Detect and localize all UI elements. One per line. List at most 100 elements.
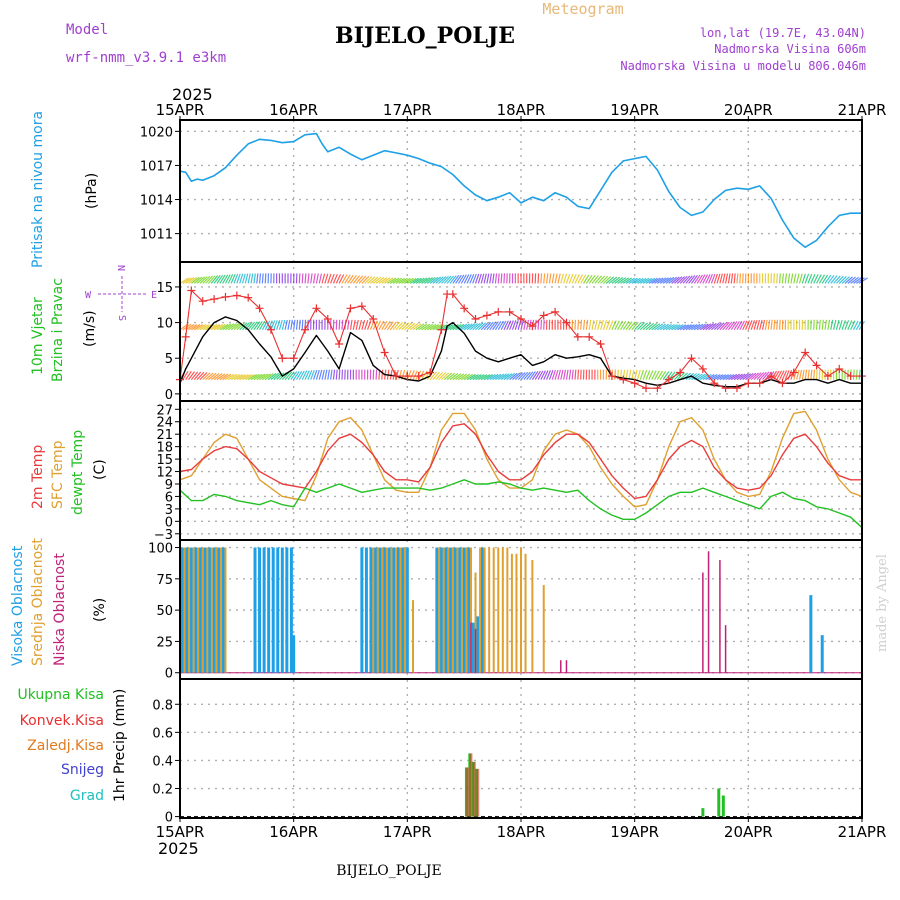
wind-gust-marker	[482, 311, 491, 320]
y-tick-label: 0.4	[152, 754, 173, 769]
wind-barb	[267, 372, 277, 381]
wind-barb	[421, 323, 431, 331]
wind-gust-marker	[676, 368, 685, 377]
wind-barb	[858, 369, 861, 380]
wind-barb	[182, 277, 192, 284]
wind-barb	[361, 275, 370, 284]
wind-barb	[853, 277, 862, 284]
product-title: Meteogram	[542, 0, 623, 18]
wind-barb	[620, 277, 630, 284]
wind-barb	[537, 273, 540, 284]
wind-barb	[389, 369, 393, 380]
y-tick-label: 15	[156, 281, 173, 296]
wind-barb	[557, 369, 561, 380]
wind-barb	[489, 373, 499, 381]
wind-barb	[551, 369, 556, 380]
wind-barb	[466, 373, 476, 381]
wind-barb	[324, 369, 328, 380]
wind-barb	[483, 273, 487, 284]
wind-barb	[233, 374, 243, 381]
wind-barb	[386, 321, 394, 331]
wind-barb	[418, 277, 428, 284]
wind-barb	[480, 273, 485, 284]
y-tick-label: 12	[156, 466, 173, 481]
altitude-label: Nadmorska Visina 606m	[714, 42, 866, 56]
wind-barb	[534, 319, 537, 330]
wind-barb	[432, 276, 442, 284]
wind-barb	[838, 319, 843, 330]
wind-barb	[497, 320, 504, 331]
wind-barb	[256, 321, 263, 331]
wind-barb	[696, 373, 706, 381]
precip-legend-graupel: Grad	[70, 788, 104, 804]
wind-gust-marker	[551, 307, 560, 316]
dewpoint-line	[179, 479, 863, 529]
wind-barb	[401, 322, 410, 331]
wind-barb	[671, 276, 680, 284]
wind-barb	[321, 273, 326, 284]
wind-barb	[267, 320, 273, 330]
wind-gust-marker	[664, 375, 673, 384]
y-tick-label: 18	[156, 441, 173, 456]
wind-barb	[449, 324, 459, 331]
wind-barb	[577, 369, 580, 380]
cloud-title-2: Srednja Oblacnost	[30, 538, 46, 666]
wind-barb	[850, 276, 859, 284]
y-tick-label: 0.2	[152, 783, 173, 798]
high-cloud-bar	[458, 547, 462, 673]
temp-ylabel: (C)	[92, 459, 108, 480]
wind-gust-marker	[391, 372, 400, 381]
wind-barb	[188, 371, 195, 380]
wind-barb	[284, 371, 293, 381]
wind-barb	[778, 319, 781, 330]
wind-barb	[676, 372, 685, 381]
low-cloud-bar	[474, 628, 477, 673]
wind-barb	[628, 277, 638, 284]
wind-barb	[611, 320, 617, 330]
mid-cloud-bar	[531, 560, 534, 673]
station-title: BIJELO_POLJE	[335, 23, 515, 49]
wind-barb	[304, 273, 307, 284]
wind-barb	[679, 275, 688, 284]
wind-barb	[648, 277, 658, 284]
wind-barb	[315, 273, 319, 284]
wind-barb	[750, 320, 756, 330]
wind-barb	[429, 371, 437, 380]
wind-barb	[244, 273, 249, 284]
wind-barb	[711, 374, 721, 381]
wind-barb	[693, 274, 701, 284]
wind-barb	[517, 372, 526, 381]
wind-barb	[852, 369, 855, 380]
wind-barb	[847, 276, 856, 284]
wind-barb	[250, 321, 258, 331]
wind-barb	[227, 373, 238, 381]
wind-barb	[401, 277, 411, 284]
wind-barb	[832, 319, 837, 330]
wind-barb	[753, 372, 762, 381]
wind-barb	[827, 319, 831, 330]
wind-barb	[691, 373, 700, 381]
wind-gust-marker	[630, 379, 639, 388]
wind-barb	[671, 324, 681, 331]
temp-title-2: SFC Temp	[50, 440, 66, 509]
mid-cloud-bar	[506, 547, 509, 673]
wind-barb	[293, 371, 300, 380]
wind-gust-marker	[744, 379, 753, 388]
wind-barb	[597, 319, 601, 330]
wind-barb	[418, 323, 428, 331]
wind-barb	[327, 273, 332, 284]
wind-barb	[415, 277, 425, 284]
year-top: 2025	[172, 85, 213, 104]
x-tick-label-bottom: 20APR	[724, 823, 773, 841]
wind-barb	[332, 273, 338, 284]
wind-gust-marker	[369, 315, 378, 324]
wind-barb	[531, 370, 539, 380]
x-tick-label-top: 15APR	[156, 101, 205, 119]
wind-barb	[568, 273, 574, 284]
wind-barb	[512, 372, 521, 381]
wind-barb	[565, 369, 569, 380]
wind-barb	[674, 324, 684, 331]
mid-cloud-bar	[465, 547, 468, 673]
wind-barb	[375, 276, 385, 284]
mid-cloud-bar	[192, 547, 195, 673]
